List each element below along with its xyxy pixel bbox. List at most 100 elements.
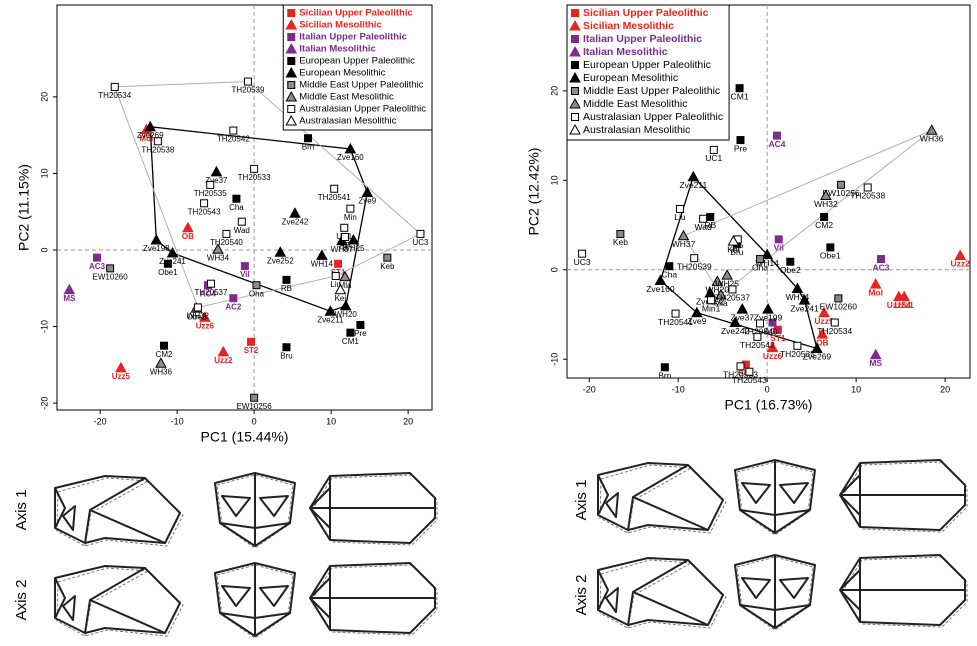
marker-square	[283, 276, 290, 283]
point-label: Obe1	[158, 268, 178, 277]
point-label: Oha	[249, 289, 265, 298]
point-label: TH20539	[677, 261, 712, 271]
marker-square	[253, 282, 260, 289]
frontal-view	[215, 473, 295, 548]
point-label: MS	[869, 358, 882, 368]
marker-square	[572, 62, 579, 69]
point-label: Kei	[727, 244, 739, 254]
marker-square	[347, 329, 354, 336]
point-label: TH20533	[238, 173, 271, 182]
legend-label: European Mesolithic	[583, 72, 678, 84]
wireframes-left: Axis 1 Axis 2	[13, 473, 437, 638]
point-label: Vil	[240, 270, 250, 279]
marker-square	[357, 322, 364, 329]
x-axis-label: PC1 (16.73%)	[725, 397, 813, 413]
marker-square	[161, 342, 168, 349]
top-view	[840, 460, 967, 532]
legend-label: Sicilian Mesolithic	[299, 20, 381, 31]
point-label: Zve9	[358, 197, 376, 206]
point-label: Uzz5	[112, 372, 131, 381]
marker-square	[154, 138, 161, 145]
frontal-view	[735, 555, 815, 630]
lateral-view	[55, 476, 183, 546]
point-label: TH20535	[194, 189, 227, 198]
x-tick-label: 20	[403, 416, 413, 426]
legend-label: Australasian Mesolithic	[299, 116, 396, 127]
x-tick-label: 0	[252, 416, 257, 426]
point-label: TH20538	[850, 191, 885, 201]
point-label: AC3	[873, 262, 890, 272]
point-label: Pre	[734, 143, 748, 153]
point-label: EW10260	[93, 272, 129, 281]
marker-square	[238, 218, 245, 225]
y-tick-label: 10	[39, 168, 49, 178]
marker-square	[230, 127, 237, 134]
marker-square	[251, 165, 258, 172]
marker-triangle	[156, 358, 166, 367]
y-tick-label: 20	[549, 86, 559, 96]
scatter-plot: -20-1001020-1001020PC1 (16.73%)PC2 (12.4…	[526, 5, 970, 413]
marker-square	[248, 338, 255, 345]
marker-square	[332, 273, 339, 280]
marker-square	[572, 114, 579, 121]
legend-label: Sicilian Upper Paleolithic	[299, 8, 413, 19]
marker-triangle	[275, 247, 285, 256]
legend-label: Middle East Mesolithic	[583, 98, 687, 110]
point-label: Brn	[658, 371, 672, 381]
legend-label: European Upper Paleolithic	[583, 59, 711, 71]
point-label: Zve242	[282, 217, 309, 226]
y-axis-label: PC2 (12.42%)	[526, 148, 542, 236]
point-label: WH32	[187, 312, 210, 321]
row-label: Axis 2	[573, 575, 590, 616]
point-label: TH20538	[141, 145, 174, 154]
point-label: Bru	[280, 351, 292, 360]
marker-square	[572, 36, 579, 43]
point-label: WH34	[786, 292, 810, 302]
point-label: Uzz1	[894, 300, 914, 310]
legend-label: Australasian Mesolithic	[583, 124, 690, 136]
point-label: UC3	[412, 238, 429, 247]
marker-square	[341, 224, 348, 231]
point-label: AC4	[768, 139, 785, 149]
marker-square	[335, 260, 342, 267]
y-tick-label: 0	[549, 267, 559, 272]
legend-label: Sicilian Mesolithic	[583, 20, 674, 32]
marker-triangle	[64, 285, 74, 294]
point-label: TH20543	[188, 207, 221, 216]
point-label: ST2	[244, 346, 259, 355]
point-label: Kei	[335, 294, 347, 303]
y-tick-label: -10	[39, 320, 49, 333]
marker-square	[251, 394, 258, 401]
point-label: Obe2	[780, 265, 801, 275]
point-label: TH20535	[780, 349, 815, 359]
marker-square	[208, 280, 215, 287]
marker-triangle	[183, 223, 193, 232]
point-label: WH14	[311, 259, 334, 268]
point-label: TH20541	[658, 317, 693, 327]
point-label: OB	[182, 232, 194, 241]
point-label: Wad	[234, 226, 250, 235]
point-label: TH20539	[232, 86, 265, 95]
point-label: TH20537	[715, 293, 750, 303]
point-label: RB	[281, 284, 292, 293]
frontal-view	[215, 563, 295, 638]
point-label: AC2	[225, 302, 242, 311]
point-label: Cha	[229, 203, 244, 212]
marker-square	[288, 106, 295, 113]
marker-square	[288, 82, 295, 89]
point-label: Liu	[674, 212, 686, 222]
point-label: TH20534	[817, 326, 852, 336]
point-label: WH20	[335, 310, 358, 319]
marker-triangle	[116, 363, 126, 372]
point-label: Brn	[302, 142, 314, 151]
marker-square	[384, 254, 391, 261]
legend-label: European Mesolithic	[299, 68, 385, 79]
y-axis-label: PC2 (11.15%)	[16, 164, 32, 251]
point-label: Min	[344, 213, 357, 222]
point-label: Zve252	[267, 256, 294, 265]
marker-square	[341, 233, 348, 240]
top-view	[310, 473, 437, 545]
marker-triangle	[362, 188, 372, 197]
point-label: WH32	[814, 199, 838, 209]
legend-label: Australasian Upper Paleolithic	[299, 104, 426, 115]
